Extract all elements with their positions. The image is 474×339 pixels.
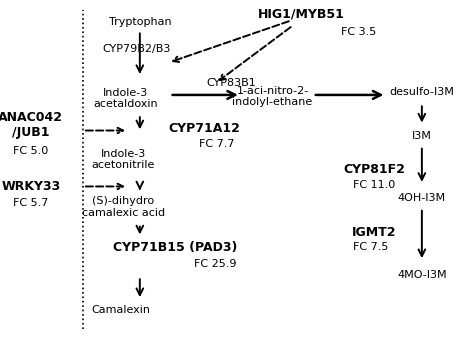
Text: Camalexin: Camalexin	[91, 305, 150, 315]
Text: FC 11.0: FC 11.0	[353, 180, 395, 190]
Text: CYP81F2: CYP81F2	[344, 163, 405, 176]
Text: Indole-3
acetonitrile: Indole-3 acetonitrile	[91, 148, 155, 170]
Text: FC 7.7: FC 7.7	[199, 139, 235, 149]
Text: CYP83B1: CYP83B1	[206, 78, 256, 88]
Text: HIG1/MYB51: HIG1/MYB51	[257, 7, 345, 20]
Text: FC 25.9: FC 25.9	[194, 259, 237, 270]
Text: FC 5.0: FC 5.0	[13, 146, 48, 156]
Text: WRKY33: WRKY33	[1, 180, 61, 193]
Text: 1-aci-nitro-2-
indolyl-ethane: 1-aci-nitro-2- indolyl-ethane	[232, 86, 313, 107]
Text: 4OH-I3M: 4OH-I3M	[398, 193, 446, 203]
Text: Indole-3
acetaldoxin: Indole-3 acetaldoxin	[93, 87, 158, 109]
Text: CYP71A12: CYP71A12	[168, 122, 240, 135]
Text: Tryptophan: Tryptophan	[109, 17, 171, 27]
Text: ANAC042
/JUB1: ANAC042 /JUB1	[0, 112, 64, 139]
Text: CYP71B15 (PAD3): CYP71B15 (PAD3)	[113, 241, 237, 254]
Text: (S)-dihydro
camalexic acid: (S)-dihydro camalexic acid	[82, 196, 165, 218]
Text: 4MO-I3M: 4MO-I3M	[397, 270, 447, 280]
Text: FC 7.5: FC 7.5	[353, 242, 389, 253]
Text: I3M: I3M	[412, 131, 432, 141]
Text: CYP79B2/B3: CYP79B2/B3	[102, 44, 170, 54]
Text: FC 3.5: FC 3.5	[341, 27, 376, 37]
Text: IGMT2: IGMT2	[352, 226, 397, 239]
Text: FC 5.7: FC 5.7	[13, 198, 48, 208]
Text: desulfo-I3M: desulfo-I3M	[390, 86, 454, 97]
